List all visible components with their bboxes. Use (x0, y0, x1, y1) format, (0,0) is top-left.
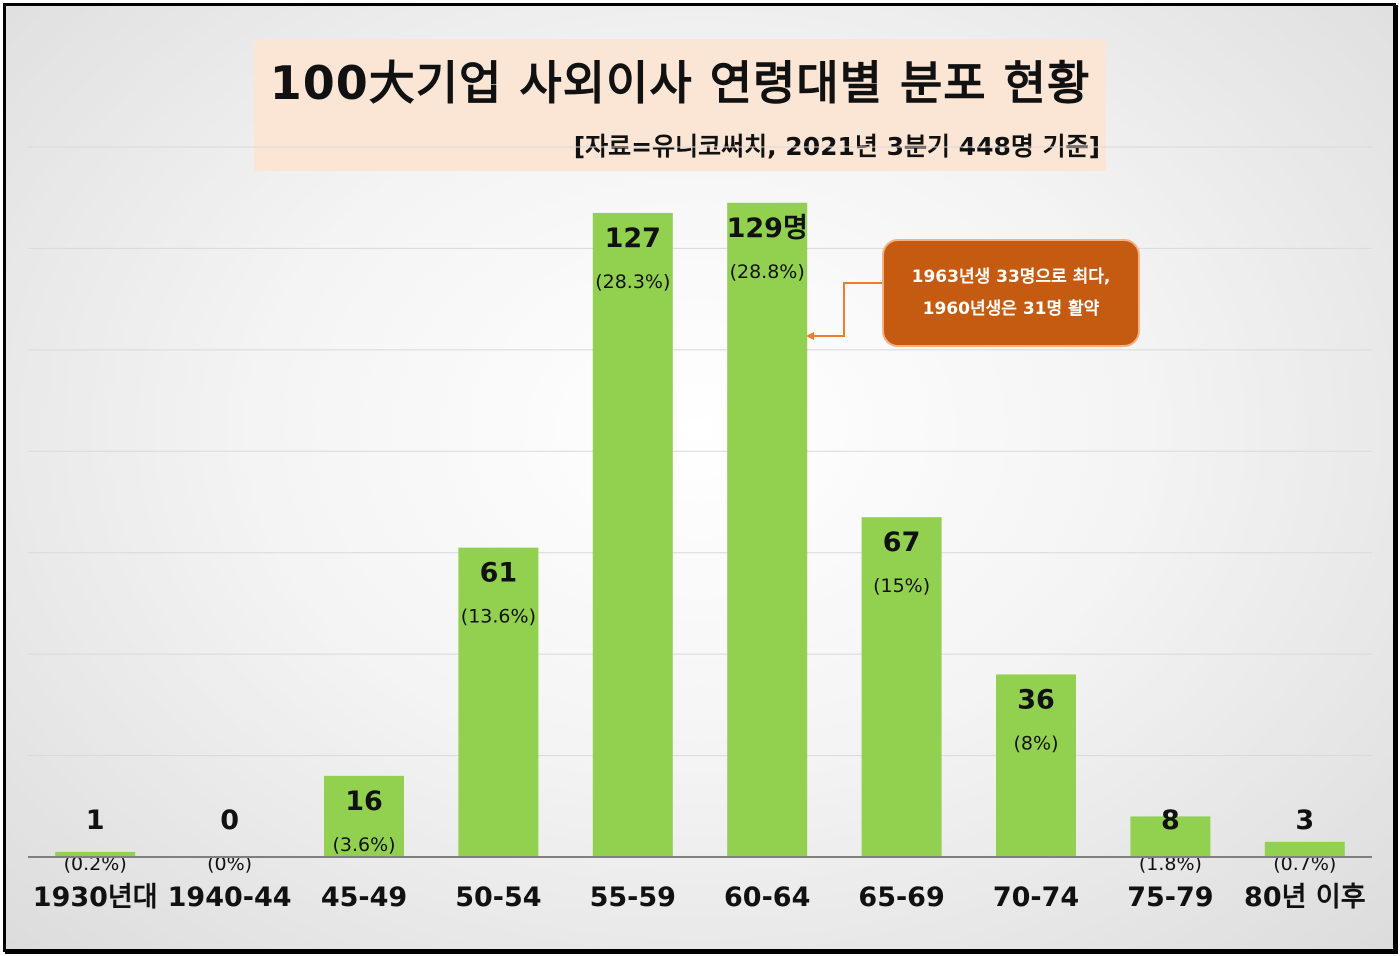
percent-label: (3.6%) (332, 834, 395, 856)
value-label: 16 (345, 786, 383, 817)
bar (1264, 841, 1345, 857)
x-tick-label: 65-69 (858, 882, 944, 913)
value-label: 36 (1017, 684, 1055, 715)
value-label: 3 (1295, 805, 1314, 836)
bar (592, 212, 673, 857)
bar (324, 775, 404, 857)
percent-label: (28.8%) (730, 261, 805, 283)
percent-label: (1.8%) (1139, 853, 1202, 875)
bar (727, 202, 808, 858)
bar (55, 851, 136, 857)
title-box: 100大기업 사외이사 연령대별 분포 현황 [자료=유니코써치, 2021년 … (254, 39, 1106, 171)
percent-label: (0%) (207, 853, 252, 875)
x-tick-label: 80년 이후 (1244, 882, 1366, 913)
percent-label: (13.6%) (461, 606, 536, 628)
bars (55, 202, 1345, 858)
percent-label: (0.2%) (64, 853, 127, 875)
x-axis-ticks: 1930년대 1940-44 45-49 50-54 55-59 60-64 65-69 70… (33, 882, 1366, 913)
bar (861, 517, 942, 857)
gridlines (28, 146, 1372, 757)
x-tick-label: 50-54 (455, 882, 541, 913)
callout-connector (806, 282, 882, 340)
value-label: 127 (605, 223, 661, 254)
x-tick-label: 1940-44 (168, 882, 292, 913)
percent-label: (8%) (1014, 732, 1059, 754)
x-tick-label: 70-74 (993, 882, 1079, 913)
x-tick-label: 1930년대 (33, 882, 158, 913)
chart-title: 100大기업 사외이사 연령대별 분포 현황 (269, 56, 1091, 110)
value-label: 8 (1161, 805, 1180, 836)
value-label: 0 (220, 805, 239, 836)
data-labels: 1 (0.2%) 0 (0%) 16 (3.6%) 61 (13.6%) 127 (28.3%) 1… (64, 213, 1337, 875)
percent-label: (28.3%) (595, 271, 670, 293)
bar (996, 674, 1076, 857)
x-tick-label: 55-59 (590, 882, 676, 913)
percent-label: (0.7%) (1273, 853, 1336, 875)
value-label: 129명 (727, 213, 808, 244)
chart-frame: 100大기업 사외이사 연령대별 분포 현황 [자료=유니코써치, 2021년 … (3, 3, 1396, 952)
callout-line-2: 1960년생은 31명 활약 (922, 299, 1100, 319)
x-tick-label: 75-79 (1127, 882, 1213, 913)
bar (1130, 816, 1211, 857)
callout-box: 1963년생 33명으로 최다, 1960년생은 31명 활약 (882, 239, 1140, 347)
x-tick-label: 60-64 (724, 882, 810, 913)
bar-chart: 1 (0.2%) 0 (0%) 16 (3.6%) 61 (13.6%) 127 (28.3%) 1… (28, 146, 1372, 913)
percent-label: (15%) (873, 575, 930, 597)
callout-line-1: 1963년생 33명으로 최다, (911, 267, 1111, 287)
bar (458, 547, 539, 857)
value-label: 1 (86, 805, 105, 836)
value-label: 61 (480, 558, 518, 589)
x-tick-label: 45-49 (321, 882, 407, 913)
value-label: 67 (883, 527, 921, 558)
